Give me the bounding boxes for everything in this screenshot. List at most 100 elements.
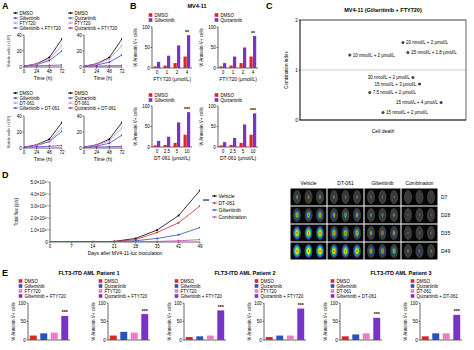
x-tick-label: 2.5 — [164, 149, 171, 154]
image-column-label: Vehicle — [300, 180, 316, 186]
y-tick-label: 100 — [208, 104, 216, 109]
y-axis-label: % Annexin V+ cells — [403, 302, 408, 341]
bar — [174, 63, 177, 68]
signal — [317, 210, 322, 219]
legend-swatch — [68, 98, 73, 99]
signal — [293, 245, 300, 258]
point — [96, 144, 98, 146]
plot-data — [186, 310, 224, 340]
mouse — [379, 226, 387, 240]
signal — [331, 228, 336, 238]
x-tick-label: 0 — [222, 149, 225, 154]
chart: 05010002.5510***DT-061 (μmol/L)% Annexin… — [199, 93, 258, 161]
y-tick-label: 100 — [142, 25, 150, 30]
y-tick-label: 50 — [145, 124, 151, 129]
image-row-label: D35 — [441, 230, 450, 236]
signal — [407, 231, 409, 235]
point — [70, 241, 72, 242]
y-tick-label: 50 — [21, 319, 27, 324]
point — [108, 146, 110, 148]
y-axis — [50, 182, 51, 242]
mouse — [416, 190, 424, 204]
signal — [356, 195, 359, 200]
legend-label: Quizartinib + DT-061 — [75, 106, 117, 111]
signal — [306, 210, 311, 219]
mouse — [367, 190, 375, 204]
x-tick-label: 5 — [242, 149, 245, 154]
signal — [407, 213, 409, 217]
x-tick-label: 0 — [156, 149, 159, 154]
series-line — [24, 45, 62, 66]
x-axis — [84, 148, 122, 149]
legend: DMSOQuizartinibDT-061Quizartinib + DT-06… — [411, 279, 459, 299]
legend-swatch — [15, 12, 17, 14]
point — [96, 146, 98, 148]
point — [96, 63, 98, 65]
x-tick-label: 2.5 — [230, 149, 237, 154]
signal — [418, 231, 420, 235]
point — [84, 146, 85, 148]
image-cell — [365, 207, 401, 224]
y-axis — [152, 27, 153, 68]
y-axis-label: Total flux (p/s) — [14, 197, 19, 226]
bar — [243, 124, 246, 147]
signal — [418, 213, 420, 217]
mouse — [379, 208, 387, 222]
legend-swatch — [13, 18, 18, 19]
signal — [393, 195, 395, 199]
point — [84, 146, 85, 148]
x-tick-label: 24 — [94, 150, 100, 155]
chart: 050100***% Annexin V+ cellsDMSOQuizartin… — [91, 279, 150, 343]
mouse — [390, 226, 398, 240]
legend-swatch — [15, 107, 17, 109]
point — [108, 142, 110, 144]
x-tick-label: 7 — [70, 244, 73, 249]
legend-swatch — [175, 279, 179, 283]
bar — [253, 113, 256, 147]
series-line — [50, 206, 200, 242]
point — [108, 58, 110, 60]
legend: DMSOGilteritinibDT-061Gilteritinib + DT-… — [13, 91, 60, 111]
point — [156, 237, 158, 239]
bar — [30, 336, 37, 340]
chart-title: FLT3-ITD AML Patient 3 — [370, 270, 431, 276]
chart-title: MV4-11 (Gilteritinib + FTY720) — [344, 7, 422, 13]
point — [61, 127, 62, 129]
bar — [432, 333, 439, 340]
legend-swatch — [15, 22, 17, 24]
point — [24, 65, 25, 67]
point — [84, 65, 85, 67]
legend-swatch — [19, 284, 23, 288]
plot-data — [220, 113, 257, 147]
x-axis-label: DT-061 (μmol/L) — [220, 155, 257, 161]
y-axis — [24, 116, 25, 148]
series-line — [84, 65, 122, 67]
point — [48, 145, 50, 147]
y-tick-label: 0 — [213, 145, 216, 150]
y-axis-label: % Annexin V+ cells — [133, 28, 138, 67]
y-tick-label: 100 — [208, 25, 216, 30]
y-axis — [24, 35, 25, 67]
y-tick-label: 3.0×10¹⁰ — [31, 204, 48, 209]
mouse — [330, 226, 338, 240]
legend-swatch — [68, 13, 73, 14]
image-cell — [291, 243, 327, 260]
series-line — [84, 45, 122, 66]
legend-swatch — [68, 108, 73, 109]
x-tick-label: 0 — [83, 69, 86, 74]
point — [113, 241, 115, 242]
x-tick-label: 48 — [107, 69, 113, 74]
legend: DMSOGilteritinibFTY720Gilteritinib + FTY… — [19, 279, 66, 299]
point — [48, 58, 50, 60]
bar — [220, 145, 223, 147]
legend: DMSOQuizartinib — [215, 93, 243, 103]
legend-swatch — [411, 279, 415, 283]
point — [156, 231, 158, 233]
point — [382, 111, 385, 114]
point — [84, 65, 85, 67]
point — [178, 215, 180, 217]
x-tick-label: 24 — [34, 69, 40, 74]
bar — [154, 145, 157, 147]
y-tick-label: 50 — [177, 319, 183, 324]
mouse — [404, 244, 412, 258]
